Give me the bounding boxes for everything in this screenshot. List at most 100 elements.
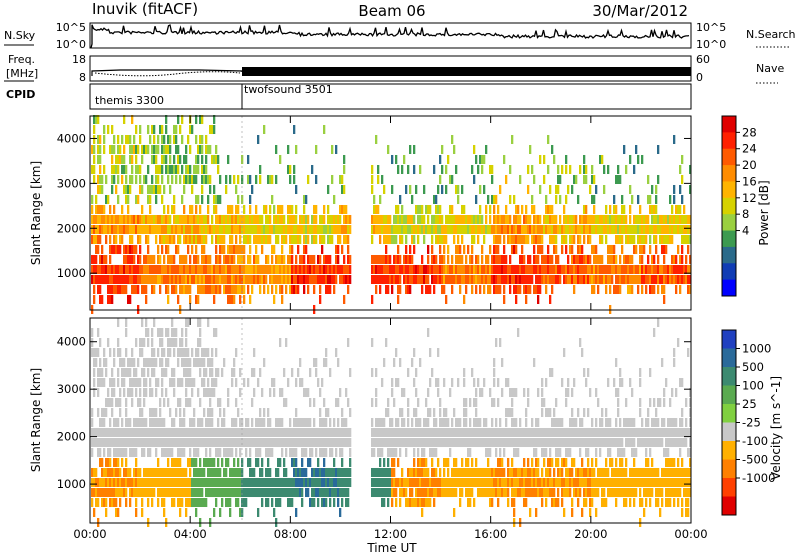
heatmap-cell (211, 155, 214, 164)
heatmap-cell (465, 468, 468, 477)
heatmap-cell (537, 265, 540, 274)
heatmap-cell (551, 265, 554, 274)
heatmap-cell (111, 438, 114, 447)
heatmap-cell (221, 428, 224, 437)
heatmap-cell (111, 275, 114, 284)
heatmap-cell (179, 175, 182, 184)
heatmap-cell (263, 478, 266, 487)
heatmap-cell (119, 285, 122, 294)
heatmap-cell (91, 498, 94, 507)
heatmap-cell (683, 215, 686, 224)
heatmap-cell (141, 508, 144, 517)
heatmap-cell (469, 488, 472, 497)
heatmap-cell (133, 368, 136, 377)
heatmap-cell (559, 438, 562, 447)
heatmap-cell (257, 508, 260, 517)
cpid-label: CPID (6, 88, 35, 101)
heatmap-cell (603, 225, 606, 234)
heatmap-cell (97, 215, 100, 224)
heatmap-cell (469, 418, 472, 427)
heatmap-cell (475, 265, 478, 274)
heatmap-cell (115, 245, 118, 254)
heatmap-cell (171, 285, 174, 294)
heatmap-cell (673, 215, 676, 224)
heatmap-cell (309, 255, 312, 264)
heatmap-cell (145, 285, 148, 294)
heatmap-cell (161, 428, 164, 437)
heatmap-cell (507, 275, 510, 284)
heatmap-cell (667, 235, 670, 244)
heatmap-cell (603, 478, 606, 487)
heatmap-cell (229, 275, 232, 284)
heatmap-cell (261, 458, 264, 467)
heatmap-cell (673, 225, 676, 234)
heatmap-cell (591, 215, 594, 224)
heatmap-cell (661, 498, 664, 507)
heatmap-cell (177, 225, 180, 234)
heatmap-cell (121, 215, 124, 224)
heatmap-cell (501, 275, 504, 284)
heatmap-cell (291, 265, 294, 274)
heatmap-cell (575, 488, 578, 497)
heatmap-cell (667, 458, 670, 467)
heatmap-cell (533, 285, 536, 294)
heatmap-cell (213, 458, 216, 467)
heatmap-cell (105, 275, 108, 284)
heatmap-cell (321, 215, 324, 224)
heatmap-cell (503, 428, 506, 437)
heatmap-cell (197, 195, 200, 204)
heatmap-cell (207, 175, 210, 184)
heatmap-cell (571, 408, 574, 417)
heatmap-cell (105, 368, 108, 377)
heatmap-cell (379, 275, 382, 284)
heatmap-cell (165, 285, 168, 294)
heatmap-cell (461, 225, 464, 234)
heatmap-cell (557, 478, 560, 487)
heatmap-cell (175, 265, 178, 274)
heatmap-cell (587, 458, 590, 467)
heatmap-cell (555, 215, 558, 224)
heatmap-cell (279, 225, 282, 234)
heatmap-cell (131, 165, 134, 174)
heatmap-cell (477, 488, 480, 497)
heatmap-cell (111, 378, 114, 387)
heatmap-cell (101, 408, 104, 417)
heatmap-cell (561, 428, 564, 437)
heatmap-cell (559, 265, 562, 274)
heatmap-cell (685, 418, 688, 427)
heatmap-cell (279, 265, 282, 274)
heatmap-cell (317, 275, 320, 284)
heatmap-cell (391, 185, 394, 194)
heatmap-cell (303, 205, 306, 214)
heatmap-cell (401, 428, 404, 437)
heatmap-cell (603, 265, 606, 274)
heatmap-cell (487, 448, 490, 457)
heatmap-cell (373, 265, 376, 274)
heatmap-cell (377, 488, 380, 497)
heatmap-cell (121, 448, 124, 457)
heatmap-cell (259, 235, 262, 244)
heatmap-cell (327, 285, 330, 294)
heatmap-cell (637, 265, 640, 274)
heatmap-cell (113, 145, 116, 154)
heatmap-cell (189, 215, 192, 224)
heatmap-cell (153, 438, 156, 447)
heatmap-cell (383, 275, 386, 284)
heatmap-cell (609, 448, 612, 457)
heatmap-cell (203, 265, 206, 274)
heatmap-cell (581, 275, 584, 284)
heatmap-cell (449, 265, 452, 274)
heatmap-cell (613, 255, 616, 264)
heatmap-cell (117, 215, 120, 224)
heatmap-cell (193, 358, 196, 367)
heatmap-cell (305, 488, 308, 497)
heatmap-cell (457, 378, 460, 387)
heatmap-cell (619, 478, 622, 487)
heatmap-cell (287, 378, 290, 387)
heatmap-cell (489, 205, 492, 214)
heatmap-cell (137, 478, 140, 487)
heatmap-cell (167, 295, 170, 304)
heatmap-cell (633, 165, 636, 174)
heatmap-cell (507, 235, 510, 244)
heatmap-cell (345, 205, 348, 214)
